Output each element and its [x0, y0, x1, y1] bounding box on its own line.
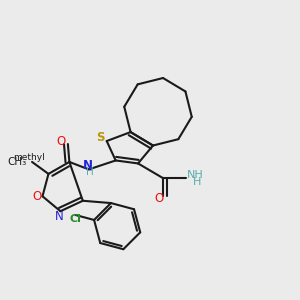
Text: O: O: [32, 190, 41, 203]
Text: H: H: [193, 177, 201, 187]
Text: CH₃: CH₃: [8, 157, 27, 167]
Text: S: S: [96, 131, 104, 144]
Text: NH: NH: [187, 170, 204, 180]
Text: H: H: [86, 167, 94, 177]
Text: N: N: [55, 210, 64, 223]
Text: O: O: [154, 192, 164, 205]
Text: O: O: [57, 135, 66, 148]
Text: Cl: Cl: [69, 214, 81, 224]
Text: N: N: [83, 159, 93, 172]
Text: methyl: methyl: [13, 153, 45, 162]
